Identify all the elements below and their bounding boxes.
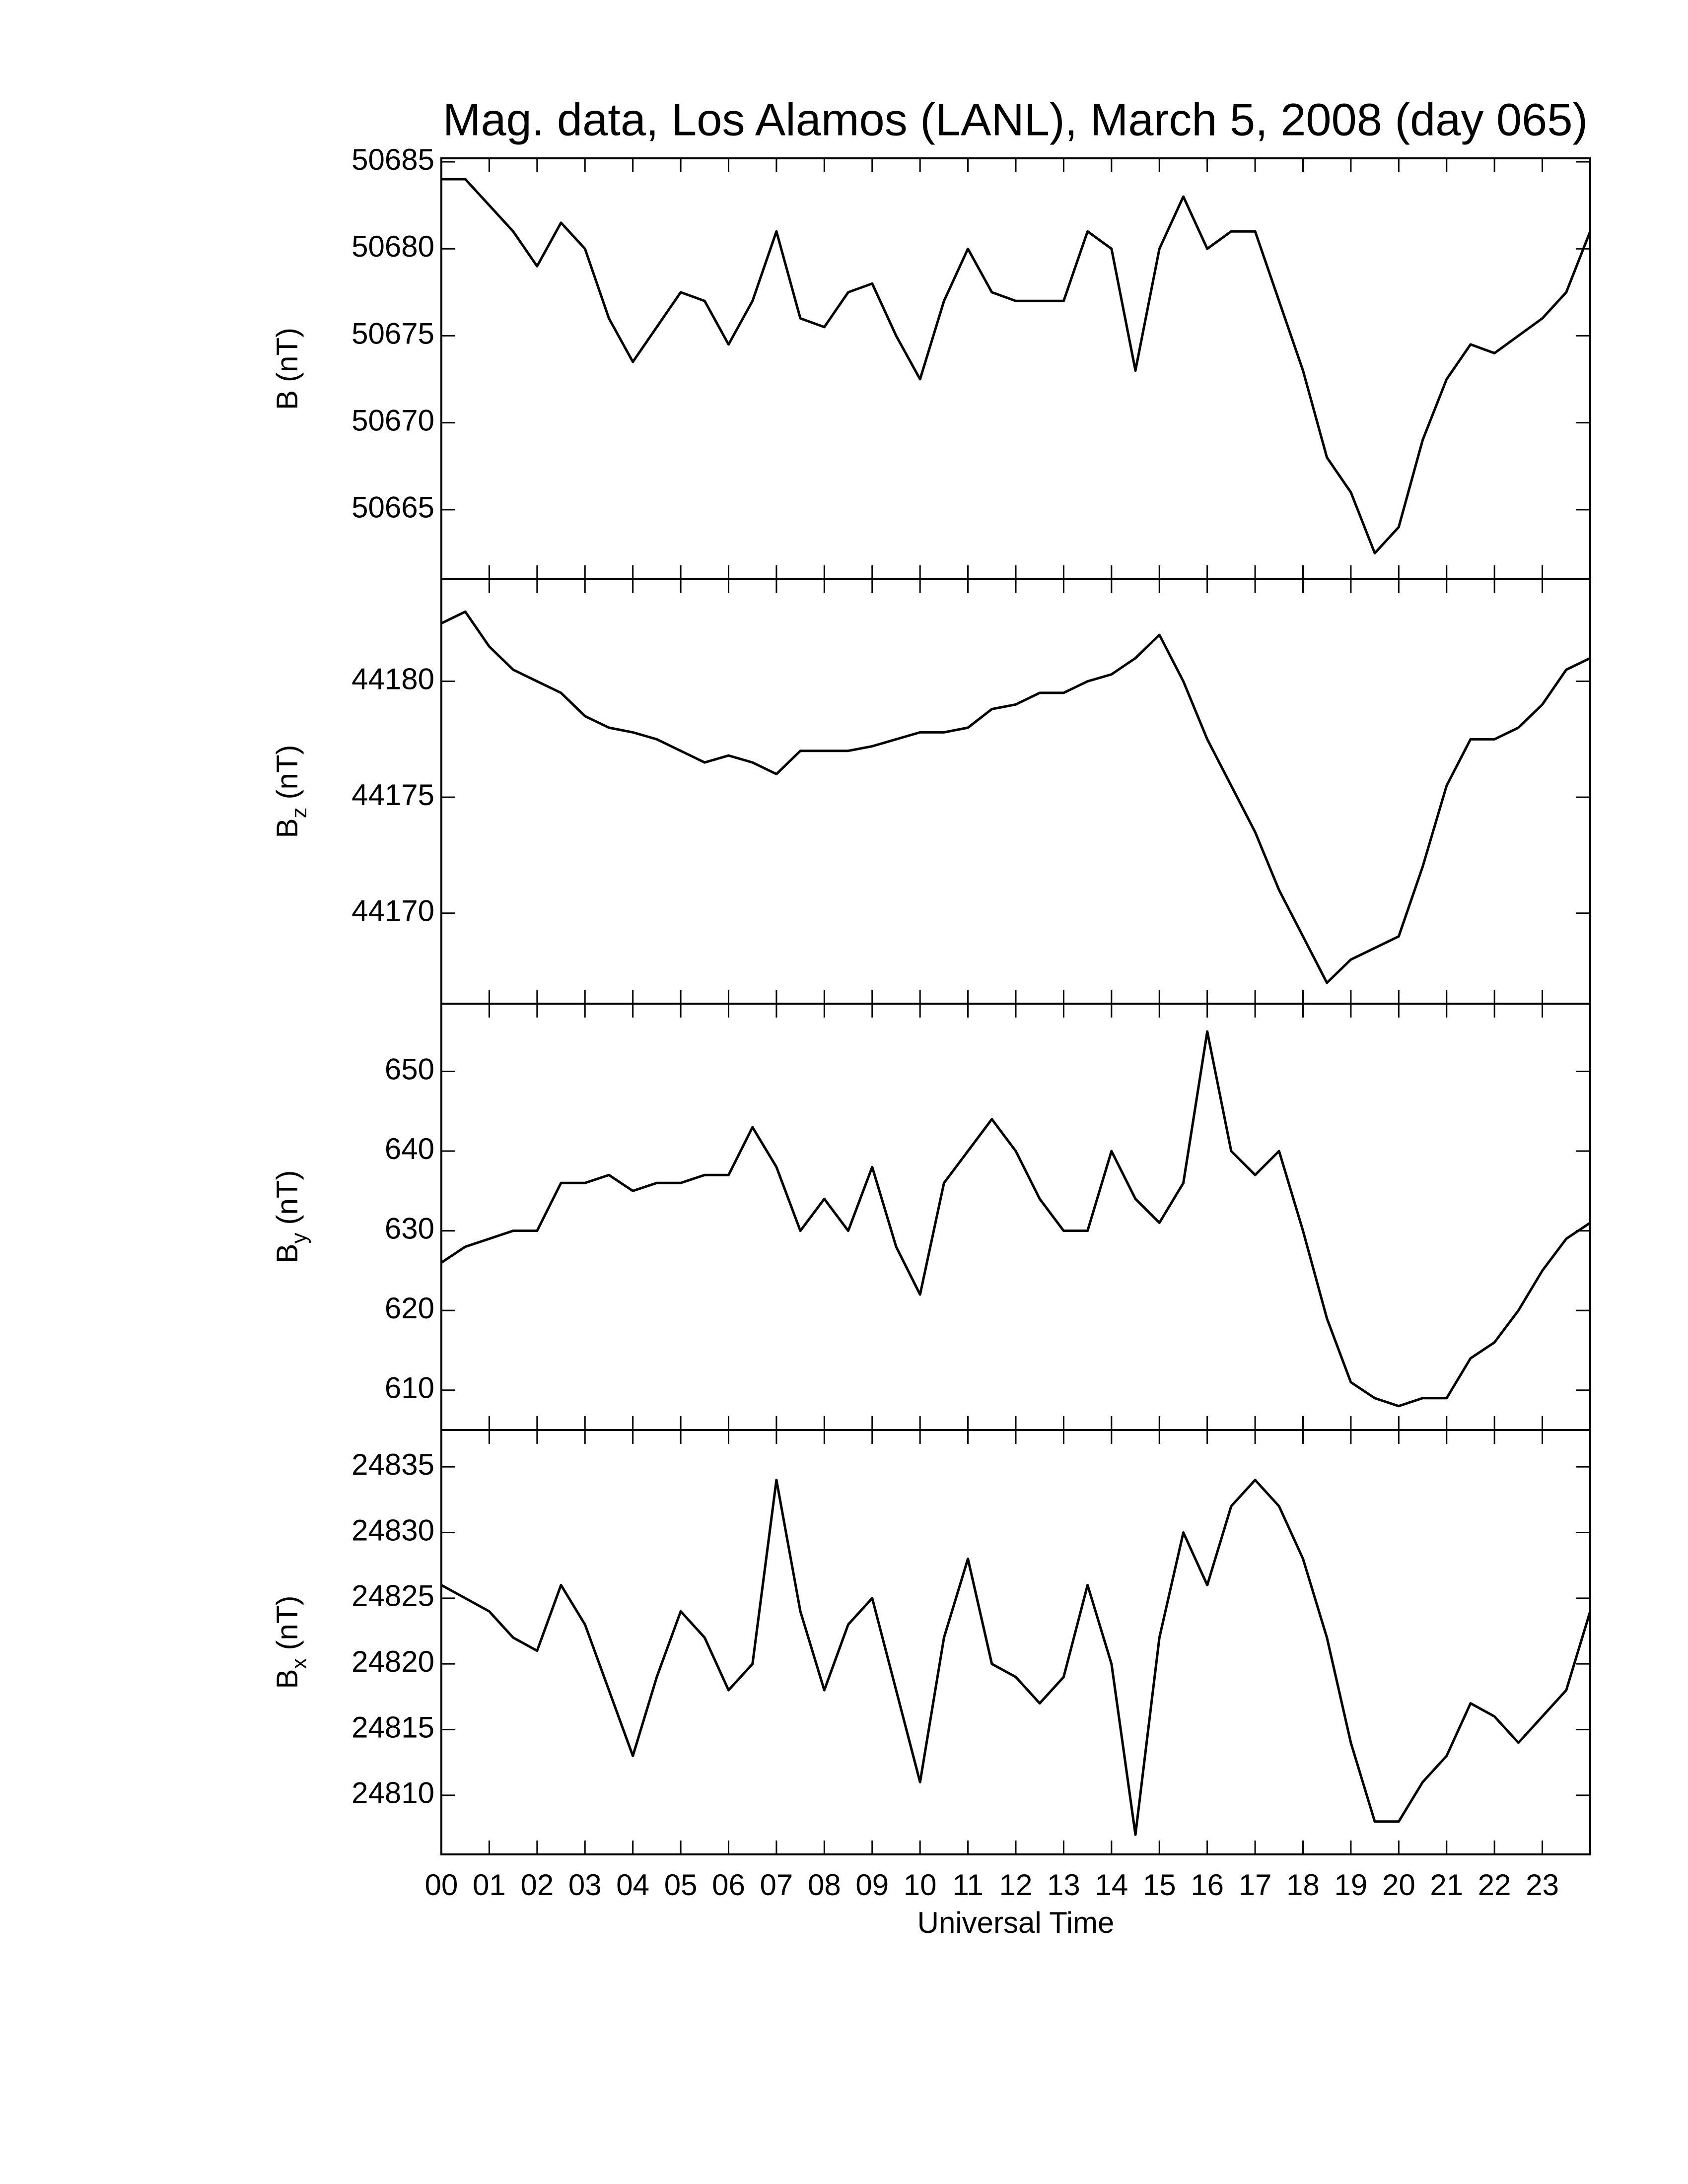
- y-axis-label-unit: (nT): [271, 328, 304, 382]
- x-tick-label: 07: [760, 1868, 793, 1902]
- y-tick-label: 24810: [352, 1776, 434, 1810]
- y-tick-label: 620: [385, 1292, 434, 1325]
- y-axis-label-main: B: [271, 1243, 304, 1263]
- y-tick-label: 24835: [352, 1448, 434, 1481]
- y-axis-label-sub: x: [287, 1658, 311, 1669]
- y-axis-label-main: B: [271, 1669, 304, 1689]
- x-tick-label: 06: [712, 1868, 745, 1902]
- y-axis-label: B (nT): [271, 328, 304, 410]
- y-tick-label: 24825: [352, 1579, 434, 1613]
- x-tick-label: 17: [1239, 1868, 1272, 1902]
- chart-title: Mag. data, Los Alamos (LANL), March 5, 2…: [443, 94, 1588, 145]
- y-tick-label: 44170: [352, 894, 434, 928]
- y-tick-label: 44175: [352, 778, 434, 812]
- x-tick-label: 13: [1047, 1868, 1080, 1902]
- plot-frame: [440, 157, 1591, 580]
- x-tick-label: 10: [904, 1868, 937, 1902]
- x-tick-label: 22: [1478, 1868, 1511, 1902]
- x-tick-label: 01: [473, 1868, 506, 1902]
- x-tick-label: 21: [1430, 1868, 1463, 1902]
- y-tick-label: 610: [385, 1371, 434, 1405]
- plot-frame: [440, 578, 1591, 1005]
- y-axis-label-sub: z: [287, 807, 311, 818]
- y-axis-label: Bz (nT): [271, 745, 311, 838]
- x-tick-label: 12: [999, 1868, 1033, 1902]
- x-tick-label: 20: [1382, 1868, 1415, 1902]
- y-tick-label: 44180: [352, 662, 434, 695]
- y-axis-label-sub: y: [287, 1232, 311, 1243]
- x-tick-label: 11: [952, 1868, 983, 1902]
- x-tick-label: 19: [1335, 1868, 1368, 1902]
- x-tick-label: 18: [1286, 1868, 1320, 1902]
- y-tick-label: 50665: [352, 491, 434, 524]
- y-tick-label: 24820: [352, 1645, 434, 1678]
- data-line: [440, 1030, 1591, 1408]
- y-tick-label: 50670: [352, 404, 434, 437]
- y-tick-label: 650: [385, 1052, 434, 1086]
- x-tick-label: 00: [425, 1868, 458, 1902]
- y-axis-label: Bx (nT): [271, 1595, 311, 1689]
- y-tick-label: 630: [385, 1212, 434, 1245]
- x-tick-label: 16: [1191, 1868, 1224, 1902]
- y-axis-label-unit: (nT): [271, 1170, 304, 1225]
- y-axis-label-unit: (nT): [271, 1595, 304, 1650]
- x-tick-label: 04: [616, 1868, 649, 1902]
- x-tick-label: 09: [855, 1868, 889, 1902]
- y-tick-label: 50675: [352, 317, 434, 350]
- plot-frame: [440, 1003, 1591, 1431]
- y-tick-label: 50680: [352, 230, 434, 263]
- x-tick-label: 23: [1526, 1868, 1559, 1902]
- x-tick-label: 08: [808, 1868, 841, 1902]
- data-line: [440, 610, 1591, 984]
- x-axis-label: Universal Time: [917, 1906, 1115, 1939]
- y-axis-label-main: B: [271, 390, 304, 410]
- y-tick-label: 24815: [352, 1710, 434, 1744]
- x-tick-label: 14: [1095, 1868, 1128, 1902]
- y-tick-label: 24830: [352, 1513, 434, 1547]
- x-tick-label: 15: [1143, 1868, 1176, 1902]
- y-axis-label-unit: (nT): [271, 745, 304, 799]
- y-tick-label: 640: [385, 1132, 434, 1165]
- y-axis-label: By (nT): [271, 1170, 311, 1263]
- x-tick-label: 03: [568, 1868, 602, 1902]
- data-line: [440, 1479, 1592, 1836]
- x-tick-label: 02: [520, 1868, 554, 1902]
- x-tick-label: 05: [664, 1868, 698, 1902]
- y-axis-label-main: B: [271, 818, 304, 838]
- data-line: [441, 178, 1592, 554]
- y-tick-label: 50685: [352, 143, 434, 176]
